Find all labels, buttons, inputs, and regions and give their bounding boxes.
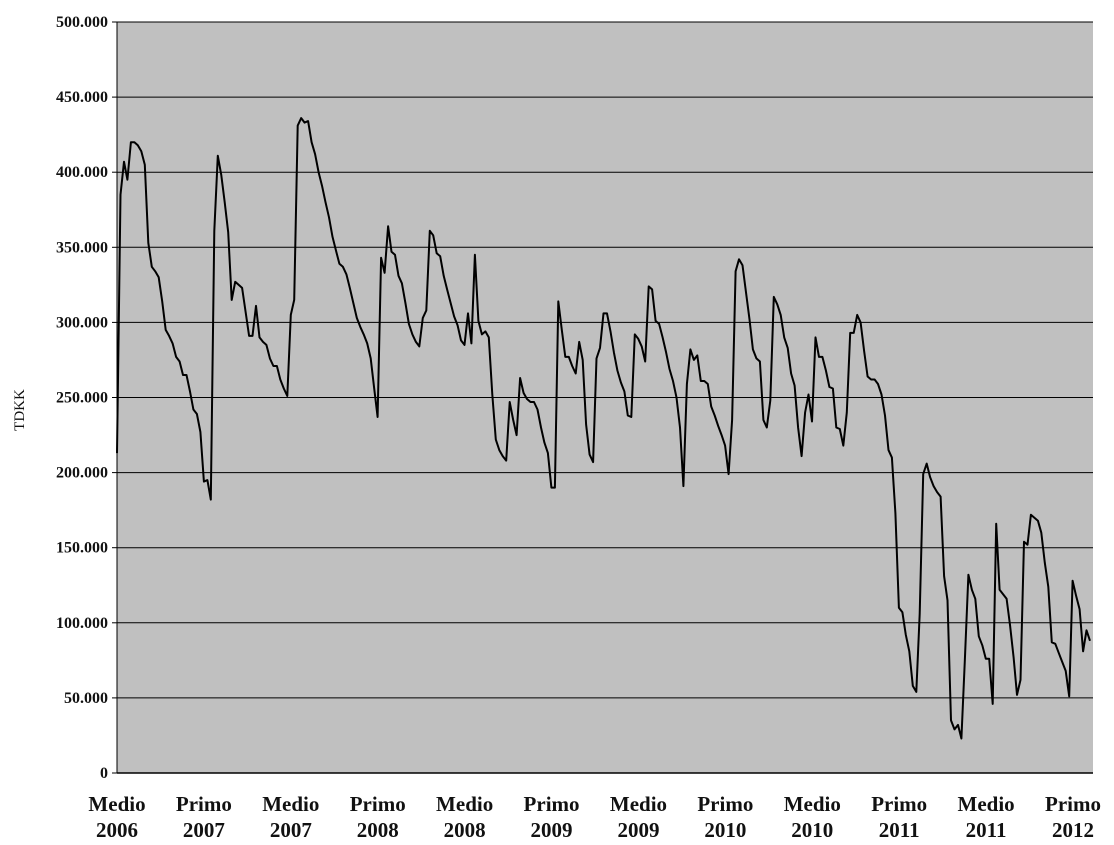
- x-tick-label-line2: 2007: [183, 818, 225, 842]
- y-tick-label: 350.000: [56, 239, 108, 256]
- y-tick-label: 0: [100, 765, 108, 782]
- x-tick-label-line2: 2008: [357, 818, 399, 842]
- gridlines: [117, 21, 1093, 699]
- x-tick-label-line2: 2011: [879, 818, 920, 842]
- x-tick-label-line1: Medio: [262, 792, 319, 816]
- x-tick-label-line1: Medio: [784, 792, 841, 816]
- x-tick-label-line2: 2012: [1052, 818, 1094, 842]
- x-tick-label-line2: 2010: [704, 818, 746, 842]
- y-tick-label: 150.000: [56, 540, 108, 557]
- x-tick-label-line1: Primo: [1045, 792, 1101, 816]
- y-tick-label: 50.000: [64, 690, 108, 707]
- x-tick-label-line1: Primo: [697, 792, 753, 816]
- y-tick-label: 400.000: [56, 164, 108, 181]
- series-line: [116, 117, 1091, 740]
- x-tick-label-line1: Medio: [88, 792, 145, 816]
- y-axis-ticks: 0 50.000 100.000 150.000 200.000 250.000 300.0…: [56, 14, 117, 782]
- x-tick-label-line2: 2009: [531, 818, 573, 842]
- y-tick-label: 100.000: [56, 615, 108, 632]
- x-tick-label-line1: Medio: [610, 792, 667, 816]
- y-tick-label: 300.000: [56, 314, 108, 331]
- x-tick-label-line2: 2009: [617, 818, 659, 842]
- x-tick-label-line1: Medio: [958, 792, 1015, 816]
- x-tick-label-line1: Primo: [350, 792, 406, 816]
- x-tick-label-line1: Primo: [524, 792, 580, 816]
- y-tick-label: 200.000: [56, 465, 108, 482]
- y-axis-title: TDKK: [12, 389, 28, 431]
- x-tick-label-line1: Medio: [436, 792, 493, 816]
- x-tick-label-line2: 2011: [966, 818, 1007, 842]
- x-tick-label-line2: 2010: [791, 818, 833, 842]
- x-tick-label-line2: 2006: [96, 818, 138, 842]
- x-tick-label-line2: 2007: [270, 818, 312, 842]
- y-tick-label: 500.000: [56, 14, 108, 31]
- y-tick-label: 450.000: [56, 89, 108, 106]
- x-tick-label-line1: Primo: [176, 792, 232, 816]
- x-axis-ticks: Medio2006Primo2007Medio2007Primo2008Medi…: [88, 792, 1101, 842]
- x-tick-label-line2: 2008: [444, 818, 486, 842]
- y-tick-label: 250.000: [56, 390, 108, 407]
- x-tick-label-line1: Primo: [871, 792, 927, 816]
